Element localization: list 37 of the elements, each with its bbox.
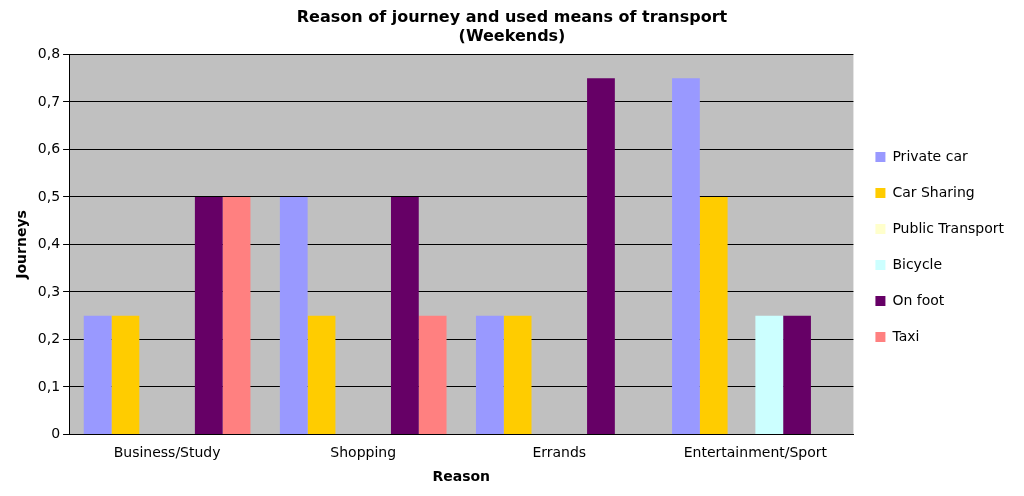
bar — [222, 196, 251, 434]
chart-title: Reason of journey and used means of transport (Weekends) — [296, 6, 728, 45]
legend-label: Bicycle — [892, 255, 943, 272]
x-axis-title: Reason — [432, 468, 491, 485]
bar — [390, 196, 419, 434]
x-tick-label: Business/Study — [113, 444, 221, 461]
bar — [587, 78, 615, 434]
bar — [194, 196, 223, 434]
y-tick-label: 0,1 — [37, 377, 61, 394]
legend-label: Private car — [892, 147, 968, 164]
y-axis-title: Journeys — [13, 210, 30, 280]
bar — [755, 315, 784, 434]
bar — [111, 315, 140, 434]
y-tick-label: 0,5 — [37, 187, 61, 204]
bar — [279, 196, 308, 434]
bar — [783, 315, 811, 434]
bar — [699, 196, 728, 434]
x-tick-label: Errands — [532, 444, 587, 461]
legend-label: Taxi — [891, 327, 920, 344]
y-tick-label: 0 — [51, 425, 61, 442]
y-tick-label: 0,2 — [37, 330, 61, 347]
bar — [418, 315, 447, 434]
y-tick-label: 0,8 — [37, 45, 61, 62]
bar — [307, 315, 336, 434]
bar — [83, 315, 112, 434]
y-tick-label: 0,7 — [37, 92, 61, 109]
legend-label: Public Transport — [892, 219, 1005, 236]
legend-label: On foot — [892, 291, 945, 308]
y-tick-label: 0,6 — [37, 140, 61, 157]
x-tick-label: Shopping — [330, 444, 397, 461]
y-tick-label: 0,3 — [37, 282, 61, 299]
bar — [672, 78, 700, 434]
y-tick-label: 0,4 — [37, 235, 61, 252]
x-tick-label: Entertainment/Sport — [683, 444, 828, 461]
bar — [475, 315, 504, 434]
legend-label: Car Sharing — [892, 183, 975, 200]
bar — [503, 315, 532, 434]
